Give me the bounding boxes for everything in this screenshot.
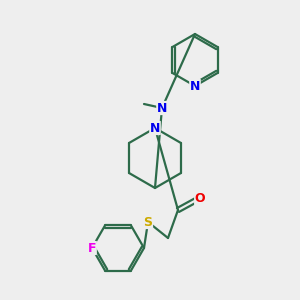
Text: N: N [157, 101, 167, 115]
Text: N: N [150, 122, 160, 134]
Text: O: O [195, 191, 205, 205]
Text: F: F [88, 242, 96, 254]
Text: S: S [143, 215, 152, 229]
Text: N: N [190, 80, 200, 92]
